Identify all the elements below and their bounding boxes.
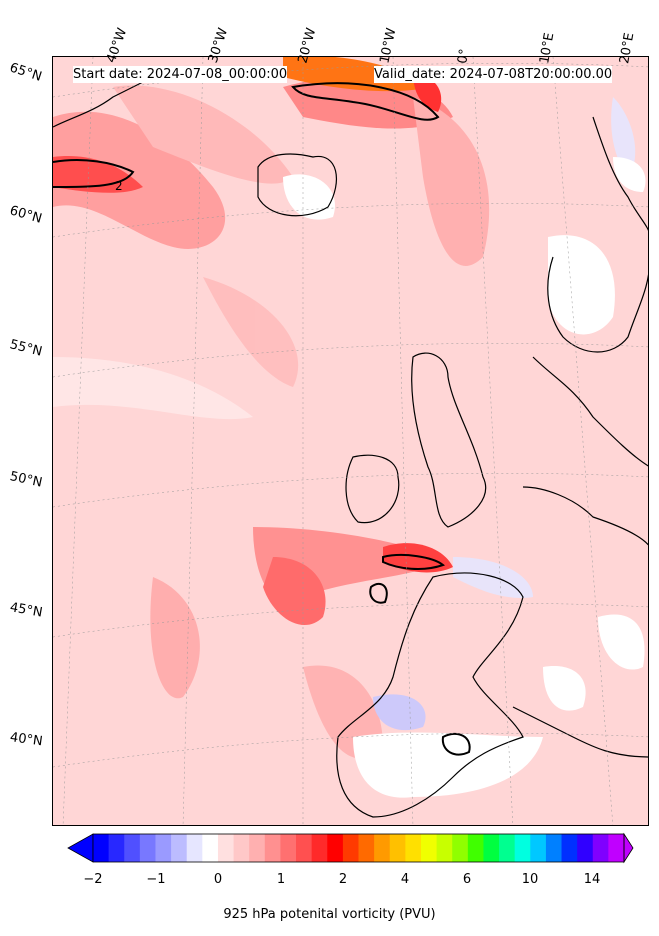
colorbar-cell [467, 834, 484, 862]
colorbar-cell [420, 834, 438, 862]
colorbar-cell [139, 834, 156, 862]
colorbar-cell [249, 834, 266, 862]
colorbar-cell [405, 834, 422, 862]
start-date-label: Start date: 2024-07-08_00:00:00 [73, 66, 288, 83]
masked-high-terrain [283, 157, 646, 798]
colorbar-tick: −2 [83, 872, 103, 887]
colorbar-cell [202, 834, 219, 862]
colorbar-cell [264, 834, 281, 862]
colorbar-cell [608, 834, 625, 862]
colorbar-cell [233, 834, 250, 862]
colorbar-cell [327, 834, 344, 862]
contour-label: 2 [115, 179, 123, 193]
colorbar-outline [92, 833, 625, 863]
colorbar [67, 832, 634, 864]
colorbar-cells [67, 832, 634, 864]
pv-shading [53, 57, 636, 759]
colorbar-tick: 2 [338, 872, 348, 887]
colorbar-tick: 0 [213, 872, 223, 887]
colorbar-cell [499, 834, 516, 862]
colorbar-cell [592, 834, 609, 862]
colorbar-tick: 4 [400, 872, 410, 887]
map-panel: 2 [52, 56, 649, 826]
colorbar-cell [280, 834, 297, 862]
colorbar-cell [171, 834, 188, 862]
colorbar-extend-low [67, 833, 94, 863]
colorbar-cell [530, 834, 547, 862]
colorbar-tick: −1 [146, 872, 166, 887]
colorbar-cell [342, 834, 359, 862]
colorbar-cell [311, 834, 328, 862]
colorbar-cell [108, 834, 125, 862]
colorbar-cell [374, 834, 391, 862]
colorbar-cell [561, 834, 578, 862]
graticule [53, 57, 648, 825]
colorbar-extend-high [623, 832, 634, 864]
pv-field-map: 2 [53, 57, 648, 825]
colorbar-cell [452, 834, 469, 862]
colorbar-cell [389, 834, 406, 862]
colorbar-cell [545, 834, 563, 862]
colorbar-tick: 14 [583, 872, 601, 887]
colorbar-cell [514, 834, 531, 862]
colorbar-cell [93, 834, 110, 862]
colorbar-tick: 1 [276, 872, 286, 887]
pv-contour-2 [53, 82, 471, 756]
colorbar-cell [296, 834, 313, 862]
coastlines [53, 66, 648, 818]
colorbar-cell [155, 834, 172, 862]
colorbar-tick: 6 [462, 872, 472, 887]
colorbar-cell [436, 834, 453, 862]
colorbar-tick: 10 [521, 872, 539, 887]
colorbar-cell [358, 834, 375, 862]
colorbar-label: 925 hPa potenital vorticity (PVU) [223, 907, 436, 922]
colorbar-cell [577, 834, 594, 862]
colorbar-cell [186, 834, 203, 862]
valid-date-label: Valid_date: 2024-07-08T20:00:00.00 [374, 66, 613, 83]
colorbar-cell [124, 834, 141, 862]
colorbar-cell [217, 834, 235, 862]
colorbar-cell [483, 834, 500, 862]
